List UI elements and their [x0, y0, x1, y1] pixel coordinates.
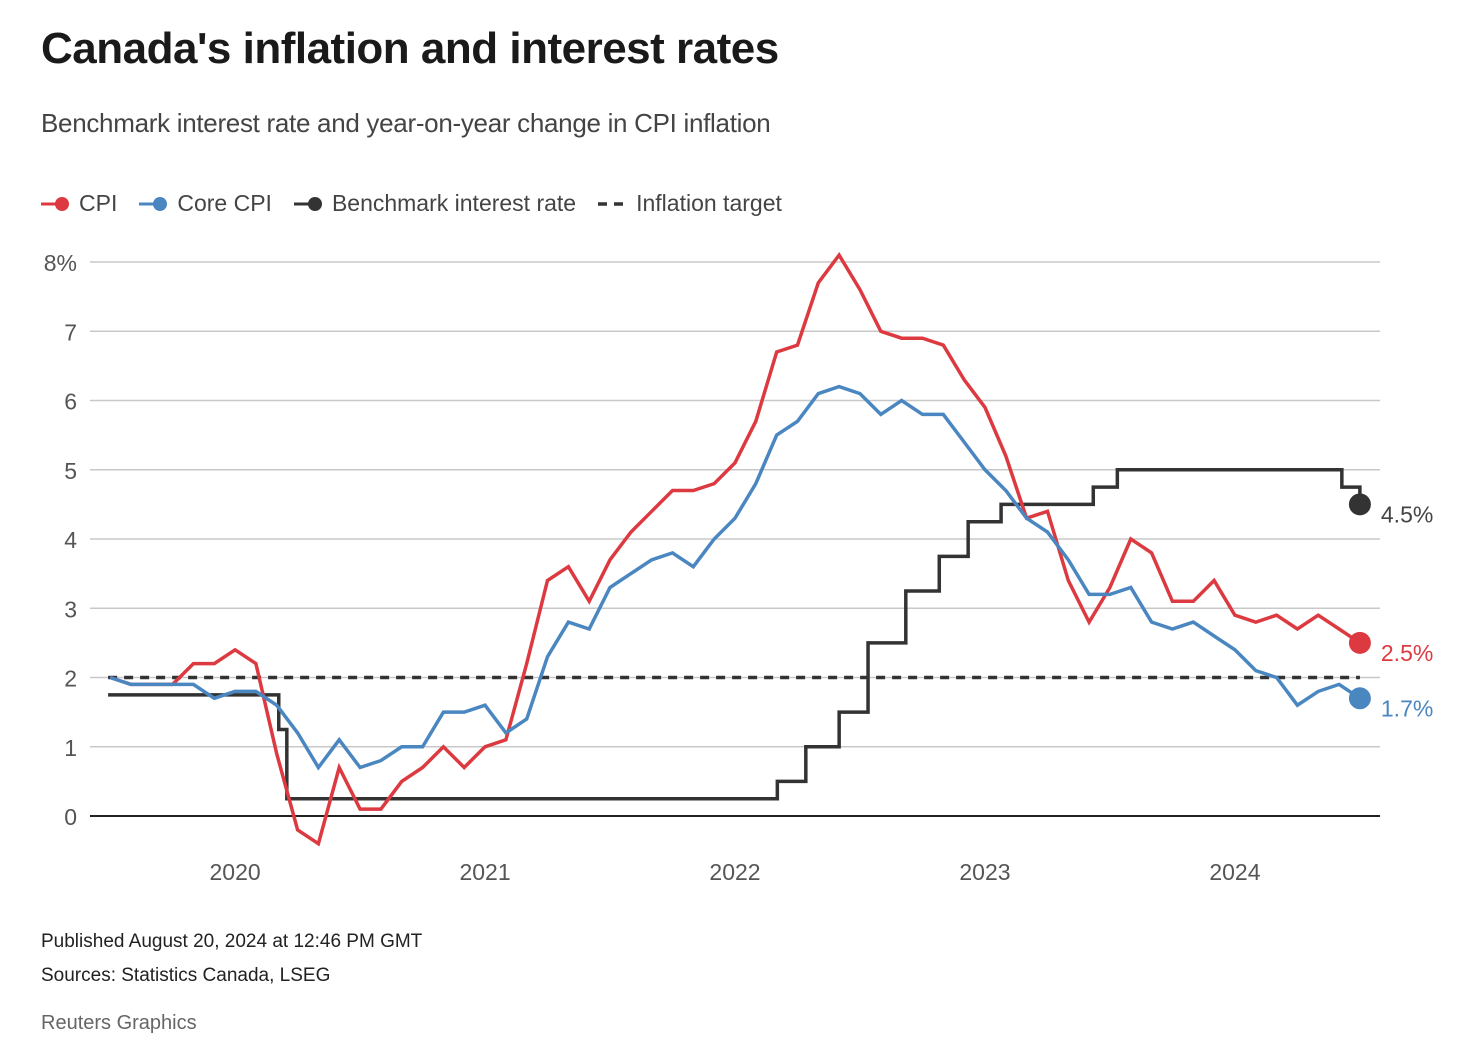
legend-label-benchmark-rate: Benchmark interest rate	[331, 190, 577, 216]
core-cpi-swatch-icon	[139, 196, 169, 212]
legend-item-inflation-target: Inflation target	[598, 190, 782, 217]
chart-subtitle: Benchmark interest rate and year-on-year…	[41, 108, 771, 138]
benchmark-rate-end-dot	[1348, 493, 1371, 516]
series-lines	[108, 251, 1362, 847]
y-tick-label: 1	[64, 735, 77, 761]
credit-line: Reuters Graphics	[41, 1012, 197, 1034]
benchmark-rate-swatch-icon	[293, 196, 324, 212]
core-cpi-end-dot	[1348, 687, 1371, 710]
x-tick-label: 2021	[459, 859, 510, 885]
x-tick-label: 2020	[209, 859, 260, 885]
y-tick-label: 0	[64, 804, 77, 830]
x-tick-label: 2023	[959, 859, 1010, 885]
end-markers: 4.5% 2.5% 1.7%	[1348, 493, 1433, 721]
legend-label-core-cpi: Core CPI	[177, 190, 272, 216]
legend-item-core-cpi: Core CPI	[139, 190, 272, 217]
cpi-swatch-icon	[41, 196, 71, 212]
y-tick-label: 6	[64, 389, 77, 415]
legend-label-cpi: CPI	[79, 190, 118, 216]
y-tick-label: 8%	[44, 250, 77, 276]
inflation-target-swatch-icon	[598, 196, 628, 212]
sources-note: Sources: Statistics Canada, LSEG	[41, 965, 331, 986]
published-timestamp: Published August 20, 2024 at 12:46 PM GM…	[41, 931, 423, 952]
benchmark-rate-line	[108, 468, 1362, 801]
legend-item-cpi: CPI	[41, 190, 117, 217]
y-tick-label: 4	[64, 527, 77, 553]
x-tick-label: 2024	[1209, 859, 1260, 885]
x-tick-label: 2022	[709, 859, 760, 885]
y-axis-tick-labels: 0 1 2 3 4 5 6 7 8%	[44, 250, 77, 830]
line-chart: 0 1 2 3 4 5 6 7 8% 2020 2021 2022 2023 2024 4.5% 2.5%…	[44, 250, 1434, 885]
legend: CPI Core CPI Benchmark interest rate Inf…	[41, 190, 804, 217]
benchmark-rate-end-label: 4.5%	[1381, 501, 1433, 527]
gridlines	[90, 261, 1380, 817]
chart-title: Canada's inflation and interest rates	[41, 24, 779, 73]
y-tick-label: 3	[64, 596, 77, 622]
y-tick-label: 2	[64, 666, 77, 692]
y-tick-label: 7	[64, 319, 77, 345]
legend-label-inflation-target: Inflation target	[636, 190, 782, 216]
core-cpi-end-label: 1.7%	[1381, 695, 1433, 721]
y-tick-label: 5	[64, 458, 77, 484]
x-axis-tick-labels: 2020 2021 2022 2023 2024	[209, 859, 1260, 885]
legend-item-benchmark-rate: Benchmark interest rate	[293, 190, 577, 217]
cpi-line	[109, 251, 1361, 847]
core-cpi-line	[109, 384, 1361, 771]
cpi-end-dot	[1348, 631, 1371, 654]
cpi-end-label: 2.5%	[1381, 640, 1433, 666]
